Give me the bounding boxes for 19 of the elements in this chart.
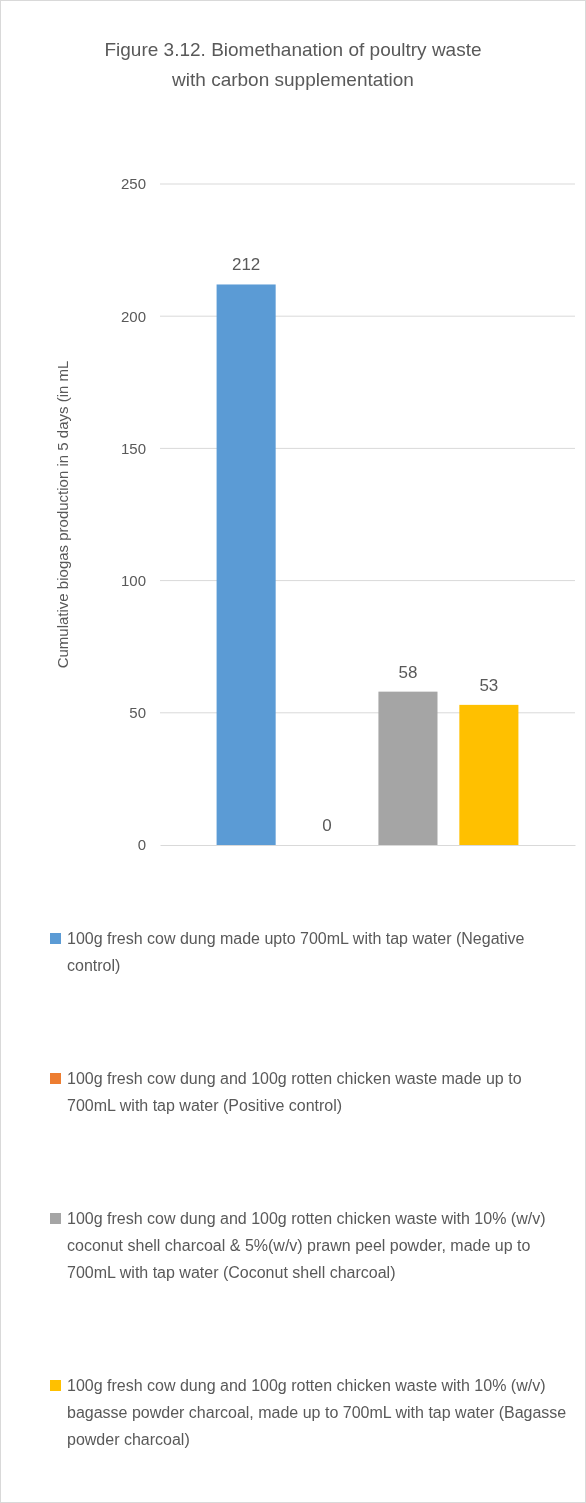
y-tick-label: 150 — [120, 439, 146, 457]
bar — [216, 284, 276, 845]
legend-label: 100g fresh cow dung made upto 700mL with tap water (Negative control) — [67, 930, 525, 974]
bar — [378, 691, 438, 845]
bar — [459, 704, 519, 845]
y-tick-label: 250 — [120, 175, 146, 193]
data-label: 53 — [479, 675, 499, 695]
data-label: 58 — [398, 662, 418, 682]
legend-label: 100g fresh cow dung and 100g rotten chicken waste with 10% (w/v) coconut shell charcoal & 5%(w/v) prawn peel powder, made up to 700mL with tap water (Coconut shell charcoal) — [67, 1210, 546, 1281]
data-label: 0 — [322, 816, 332, 835]
y-tick-label: 200 — [120, 307, 146, 325]
legend-label: 100g fresh cow dung and 100g rotten chicken waste with 10% (w/v) bagasse powder charcoal, made up to 700mL with tap water (Bagasse powder charcoal) — [67, 1377, 567, 1448]
y-tick-label: 100 — [120, 571, 146, 589]
y-axis-title: Cumulative biogas production in 5 days (in mL — [54, 360, 71, 669]
chart-title: Figure 3.12. Biomethanation of poultry waste with carbon supplementation — [104, 39, 482, 90]
data-label: 212 — [231, 255, 261, 275]
legend-label: 100g fresh cow dung and 100g rotten chicken waste made up to 700mL with tap water (Positive control) — [67, 1070, 522, 1114]
y-tick-label: 0 — [137, 836, 146, 854]
y-tick-label: 50 — [129, 704, 146, 722]
